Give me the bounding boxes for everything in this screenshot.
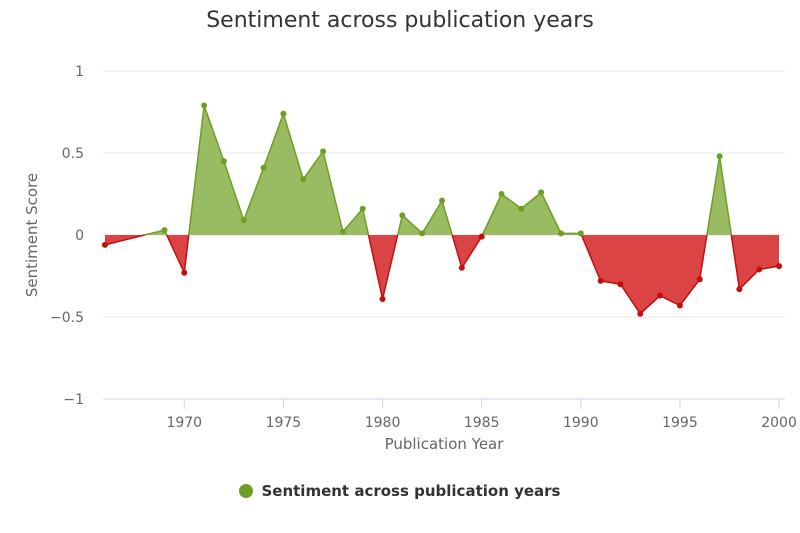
data-point <box>617 281 624 288</box>
x-tick-label: 1980 <box>365 415 401 431</box>
axes: 1 0.5 0 −0.5 −1 1970 1975 1980 1985 1990 1995 2000 <box>50 64 797 431</box>
data-point <box>280 110 287 117</box>
data-point <box>379 295 386 302</box>
positive-area <box>188 105 369 235</box>
area-fills <box>104 105 780 314</box>
data-point <box>339 228 346 235</box>
data-point <box>756 266 763 273</box>
negative-area <box>581 235 707 314</box>
series-line-segment <box>104 234 145 246</box>
data-point <box>736 286 743 293</box>
data-point <box>637 310 644 317</box>
data-point <box>439 197 446 204</box>
series-line-segment <box>580 234 708 315</box>
data-point <box>557 230 564 237</box>
data-points <box>101 102 783 317</box>
data-point <box>657 292 664 299</box>
data-point <box>498 191 505 197</box>
x-tick-label: 1990 <box>563 415 599 431</box>
y-tick-label: −1 <box>63 392 84 408</box>
data-point <box>181 269 188 276</box>
y-tick-label: 1 <box>75 64 84 80</box>
x-tick-label: 1995 <box>662 415 698 431</box>
data-point <box>597 277 604 284</box>
legend: Sentiment across publication years <box>0 482 800 502</box>
y-tick-label: 0.5 <box>62 146 84 162</box>
legend-item[interactable]: Sentiment across publication years <box>239 482 561 500</box>
data-point <box>399 212 406 219</box>
y-tick-label: −0.5 <box>50 310 84 326</box>
x-tick-label: 1985 <box>464 415 500 431</box>
x-tick-label: 1975 <box>266 415 302 431</box>
positive-area <box>706 156 732 235</box>
y-axis-title: Sentiment Score <box>23 173 41 297</box>
legend-marker-icon <box>239 484 254 498</box>
x-tick-label: 2000 <box>761 415 797 431</box>
x-axis-title: Publication Year <box>385 435 505 453</box>
negative-area <box>166 235 189 273</box>
data-point <box>300 176 307 183</box>
data-point <box>478 233 485 240</box>
data-point <box>716 153 723 160</box>
negative-area <box>731 235 780 290</box>
data-point <box>161 227 168 234</box>
data-point <box>220 158 227 165</box>
data-point <box>776 263 783 270</box>
data-point <box>101 241 108 248</box>
data-point <box>676 302 683 309</box>
data-point <box>518 205 525 212</box>
x-tick-label: 1970 <box>166 415 202 431</box>
data-point <box>260 164 267 171</box>
y-tick-label: 0 <box>75 228 84 244</box>
data-point <box>538 189 545 196</box>
positive-area <box>397 200 453 235</box>
chart-title: Sentiment across publication years <box>206 8 594 33</box>
series-line-segment <box>730 234 780 291</box>
legend-label: Sentiment across publication years <box>261 482 561 500</box>
data-point <box>201 102 208 109</box>
data-point <box>577 230 584 237</box>
negative-area <box>368 235 398 299</box>
data-point <box>458 264 465 271</box>
data-point <box>320 148 327 155</box>
data-point <box>240 217 247 224</box>
data-point <box>359 205 366 212</box>
data-point <box>419 230 426 237</box>
data-point <box>696 276 703 283</box>
positive-area <box>482 192 582 235</box>
